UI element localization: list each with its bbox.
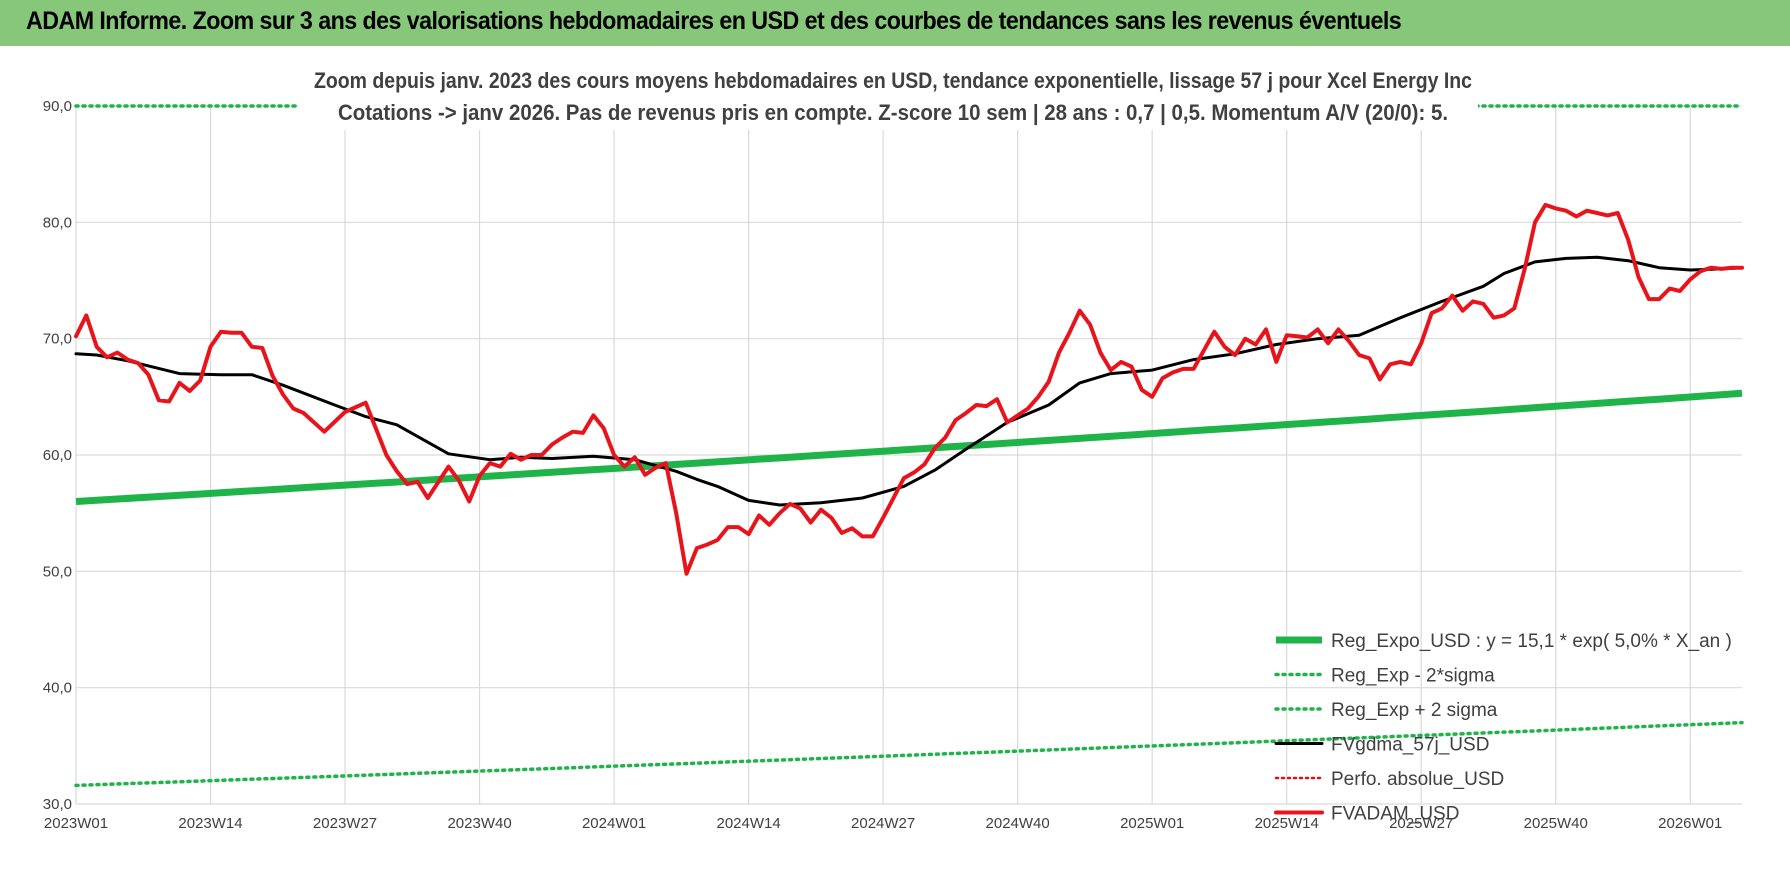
fvgdma-57j-usd-line xyxy=(74,255,1744,507)
legend: Reg_Expo_USD : y = 15,1 * exp( 5,0% * X_… xyxy=(1274,631,1732,825)
legend-label: Reg_Expo_USD : y = 15,1 * exp( 5,0% * X_… xyxy=(1331,631,1732,652)
reg-exp-minus-2sigma-line xyxy=(74,720,1744,788)
y-tick-label: 90,0 xyxy=(43,98,72,115)
grid xyxy=(75,105,1742,805)
legend-label: Reg_Exp - 2*sigma xyxy=(1331,666,1495,687)
chart-area: 30,040,050,060,070,080,090,0 2023W01 2023… xyxy=(0,46,1790,886)
fvadam-usd-line xyxy=(74,202,1744,576)
x-tick-label: 2024W27 xyxy=(851,815,915,832)
y-tick-label: 80,0 xyxy=(43,214,72,231)
chart-subtitle-line1: Zoom depuis janv. 2023 des cours moyens … xyxy=(314,68,1472,93)
legend-label: FVADAM_USD xyxy=(1331,804,1459,825)
y-tick-label: 40,0 xyxy=(43,680,72,697)
x-tick-label: 2023W27 xyxy=(313,815,377,832)
x-tick-label: 2024W14 xyxy=(716,815,780,832)
x-tick-label: 2024W01 xyxy=(582,815,646,832)
reg-expo-usd-line xyxy=(75,389,1743,505)
y-tick-label: 60,0 xyxy=(43,447,72,464)
x-axis: 2023W01 2023W14 2023W27 2023W40 2024W01 2024W… xyxy=(44,815,1722,832)
y-tick-label: 50,0 xyxy=(43,563,72,580)
y-tick-label: 30,0 xyxy=(43,796,72,813)
legend-label: Perfo. absolue_USD xyxy=(1331,769,1504,790)
x-tick-label: 2026W01 xyxy=(1658,815,1722,832)
page-title: ADAM Informe. Zoom sur 3 ans des valoris… xyxy=(26,7,1402,35)
x-tick-label: 2025W40 xyxy=(1524,815,1588,832)
header-bar: ADAM Informe. Zoom sur 3 ans des valoris… xyxy=(0,0,1790,48)
subtitle-background xyxy=(298,62,1478,130)
x-tick-label: 2025W27 xyxy=(1389,815,1453,832)
chart-subtitle-line2: Cotations -> janv 2026. Pas de revenus p… xyxy=(338,100,1448,125)
x-tick-label: 2023W40 xyxy=(447,815,511,832)
x-tick-label: 2023W14 xyxy=(178,815,242,832)
legend-label: Reg_Exp + 2 sigma xyxy=(1331,700,1498,721)
x-tick-label: 2025W14 xyxy=(1255,815,1319,832)
x-tick-label: 2023W01 xyxy=(44,815,108,832)
y-tick-label: 70,0 xyxy=(43,331,72,348)
chart-background xyxy=(0,46,1790,886)
y-axis: 30,0 40,0 50,0 60,0 70,0 80,0 90,0 xyxy=(43,98,72,813)
legend-label: FVgdma_57j_USD xyxy=(1331,735,1489,756)
x-tick-label: 2025W01 xyxy=(1120,815,1184,832)
x-tick-label: 2024W40 xyxy=(986,815,1050,832)
